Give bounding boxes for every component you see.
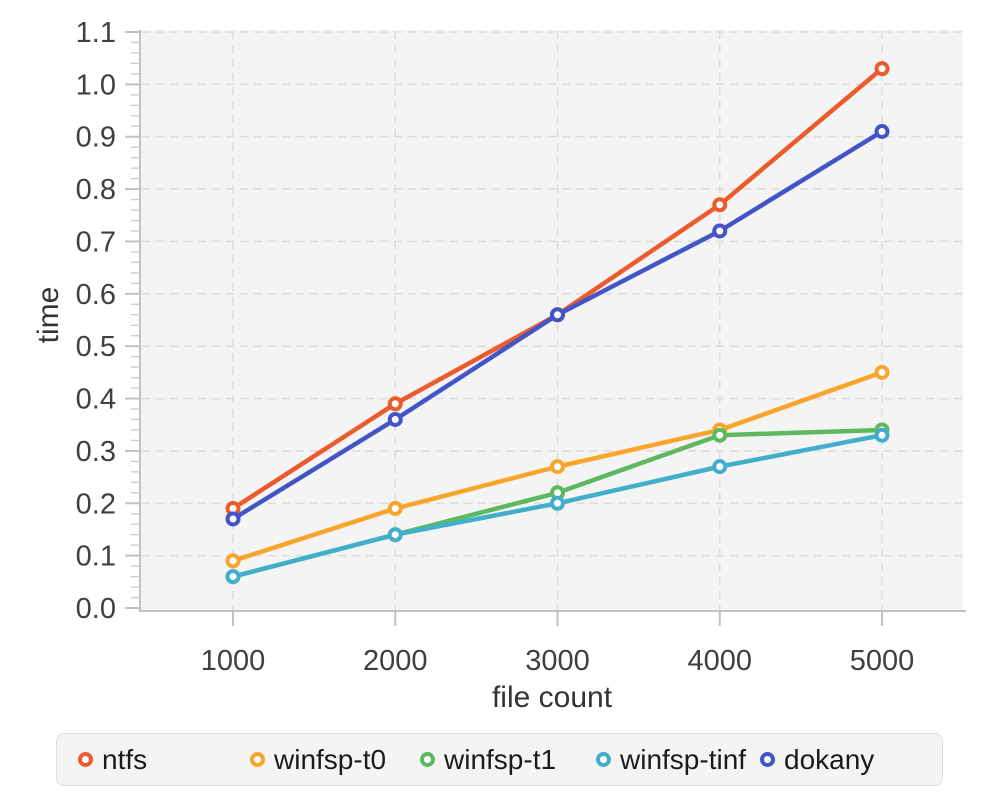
x-tick-label: 5000 [850,645,915,677]
legend-label: ntfs [102,743,148,775]
point-marker-winfsp-tinf [550,495,565,511]
point-marker-dokany [225,511,241,527]
point-marker-winfsp-t0 [387,501,403,517]
line-chart: 0.0 0.1 0.2 0.3 0.4 0.5 0.6 0.7 0.8 0.9 1.0 1.1 1000… [32,17,966,714]
point-marker-winfsp-tinf [387,527,403,543]
point-marker-winfsp-tinf [874,427,890,443]
legend-item-winfsp-t0[interactable]: winfsp-t0 [250,734,386,785]
legend-marker-dokany-icon [760,752,775,767]
legend-item-winfsp-tinf[interactable]: winfsp-tinf [596,734,746,785]
y-tick-label: 0.3 [76,436,116,468]
y-tick-label: 0.1 [76,541,116,573]
legend: ntfs winfsp-t0 winfsp-t1 winfsp-tinf dok… [56,733,943,786]
x-tick-label: 1000 [201,645,266,677]
y-tick-label: 0.8 [76,174,116,206]
legend-item-dokany[interactable]: dokany [760,734,874,785]
y-tick-label: 0.7 [76,226,116,258]
legend-label: winfsp-t0 [274,743,387,775]
y-tick-label: 0.5 [76,331,116,363]
x-axis-title: file count [492,681,613,714]
legend-label: winfsp-t1 [444,743,557,775]
y-axis-title: time [32,287,65,344]
legend-item-ntfs[interactable]: ntfs [78,734,147,785]
point-marker-dokany [712,223,728,239]
y-tick-label: 0.9 [76,122,116,154]
point-marker-dokany [387,411,403,427]
legend-marker-ntfs-icon [78,752,93,767]
x-tick-label: 3000 [525,645,590,677]
point-marker-ntfs [874,61,890,77]
y-tick-label: 0.2 [76,488,116,520]
point-marker-winfsp-t0 [874,364,890,380]
y-tick-label: 1.0 [76,69,116,101]
x-tick-label: 2000 [363,645,428,677]
legend-marker-winfsp-t1-icon [420,752,435,767]
point-marker-dokany [874,123,890,139]
point-marker-ntfs [387,396,403,412]
point-marker-dokany [550,307,565,323]
legend-item-winfsp-t1[interactable]: winfsp-t1 [420,734,556,785]
point-marker-winfsp-t1 [712,427,728,443]
point-marker-winfsp-tinf [712,459,728,475]
y-tick-label: 1.1 [76,17,116,49]
point-marker-ntfs [712,197,728,213]
y-tick-label: 0.4 [76,384,116,416]
y-tick-label: 0.6 [76,279,116,311]
legend-marker-winfsp-tinf-icon [596,752,611,767]
legend-marker-winfsp-t0-icon [250,752,265,767]
point-marker-winfsp-t0 [550,459,565,475]
point-marker-winfsp-tinf [225,569,241,585]
point-marker-winfsp-t0 [225,553,241,569]
x-tick-label: 4000 [687,645,752,677]
legend-label: dokany [784,743,875,775]
y-tick-label: 0.0 [76,593,116,625]
legend-label: winfsp-tinf [620,743,747,775]
